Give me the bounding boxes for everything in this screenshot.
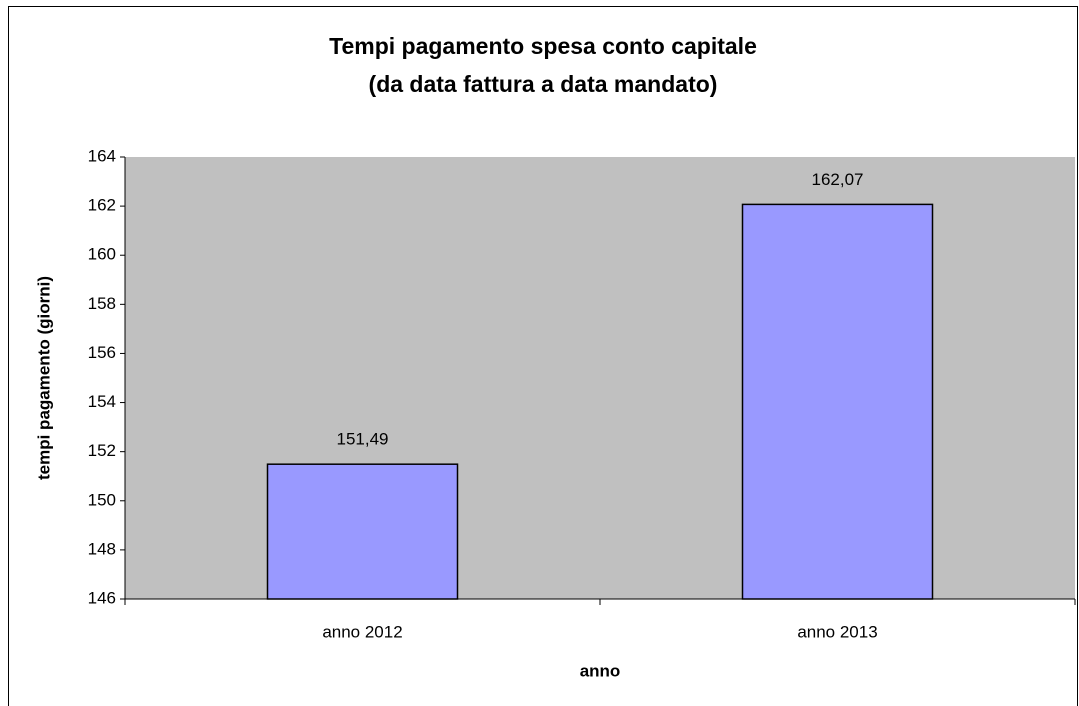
y-tick-label: 152 bbox=[88, 441, 116, 460]
bar bbox=[266, 463, 459, 600]
y-tick-label: 160 bbox=[88, 245, 116, 264]
data-label: 151,49 bbox=[337, 430, 389, 449]
y-tick-label: 158 bbox=[88, 294, 116, 313]
y-tick-label: 150 bbox=[88, 490, 116, 509]
y-axis-label: tempi pagamento (giorni) bbox=[34, 276, 53, 480]
y-tick-label: 154 bbox=[88, 392, 116, 411]
y-tick-label: 146 bbox=[88, 588, 116, 607]
data-label: 162,07 bbox=[812, 170, 864, 189]
chart-title: Tempi pagamento spesa conto capitale bbox=[329, 33, 757, 59]
y-tick-label: 162 bbox=[88, 196, 116, 215]
y-tick-label: 156 bbox=[88, 343, 116, 362]
x-tick-label: anno 2013 bbox=[797, 622, 877, 641]
x-axis-label: anno bbox=[580, 661, 621, 680]
y-tick-label: 164 bbox=[88, 146, 116, 165]
bar bbox=[741, 203, 934, 600]
y-tick-label: 148 bbox=[88, 539, 116, 558]
chart-subtitle: (da data fattura a data mandato) bbox=[369, 71, 718, 97]
x-tick-label: anno 2012 bbox=[322, 622, 402, 641]
